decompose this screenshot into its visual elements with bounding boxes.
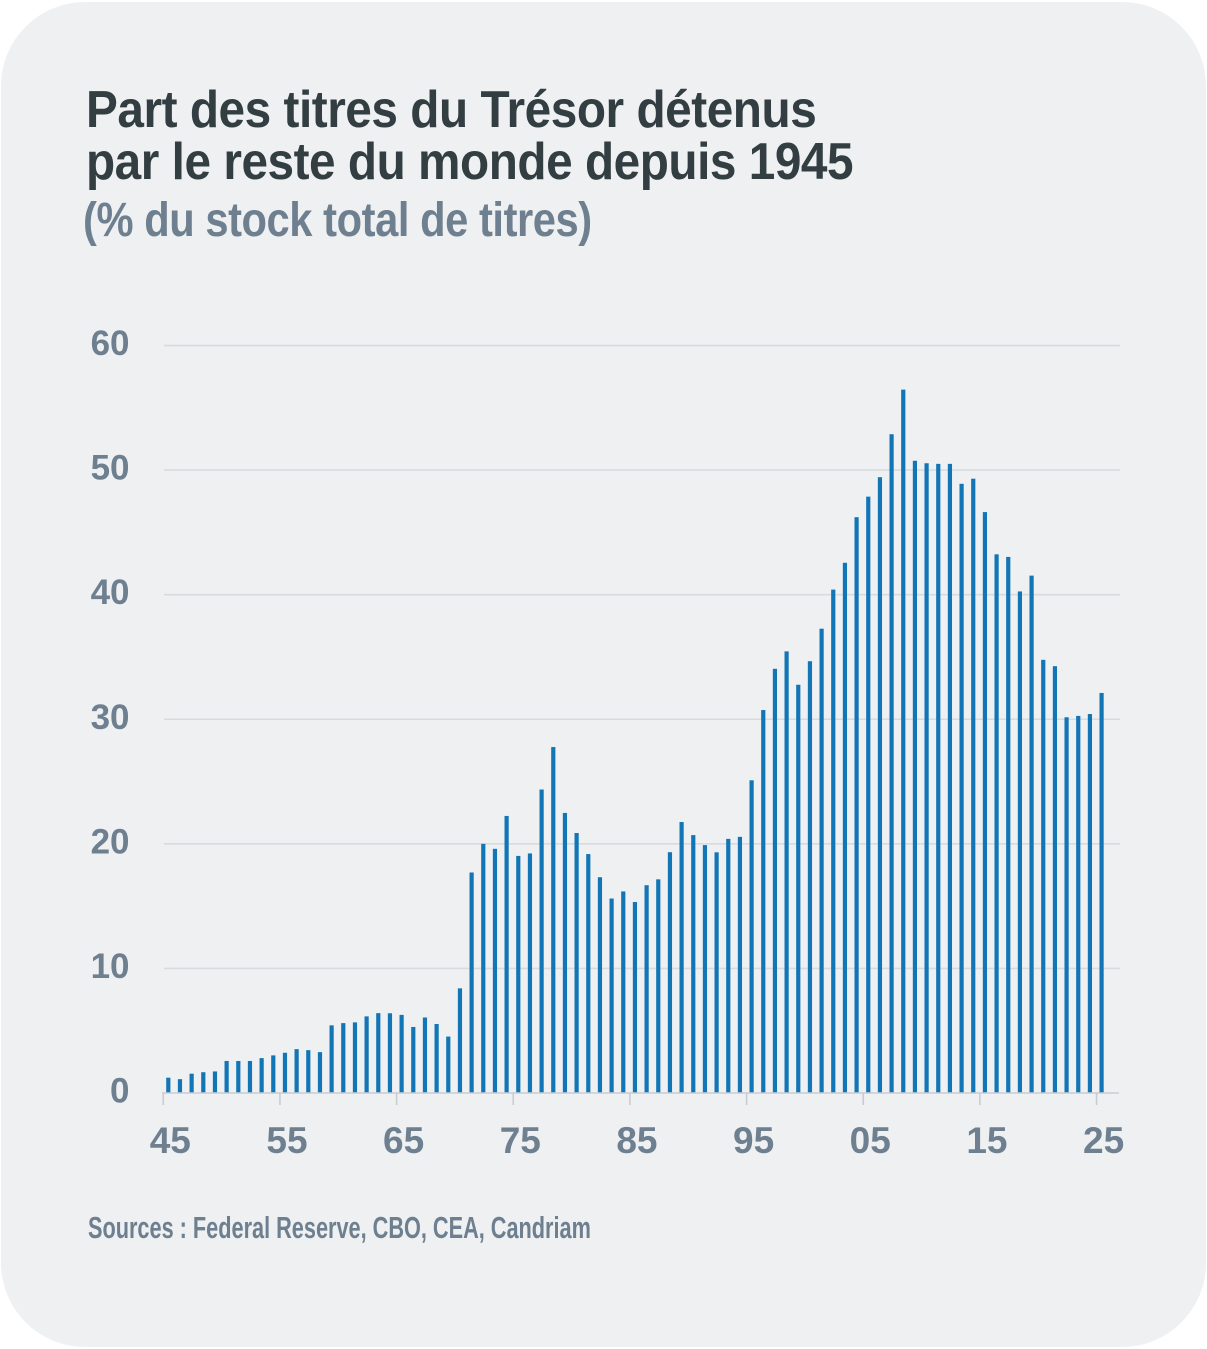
svg-text:30: 30 [91,698,130,737]
svg-text:25: 25 [1083,1120,1124,1161]
svg-text:0: 0 [110,1072,129,1111]
svg-text:45: 45 [150,1120,191,1161]
svg-text:50: 50 [91,449,130,488]
svg-text:65: 65 [383,1120,424,1161]
svg-text:40: 40 [91,573,130,612]
svg-text:05: 05 [850,1120,891,1161]
svg-text:95: 95 [733,1120,774,1161]
svg-text:55: 55 [266,1120,307,1161]
svg-text:75: 75 [500,1120,541,1161]
svg-text:60: 60 [91,324,130,363]
svg-text:20: 20 [91,822,130,861]
svg-text:85: 85 [616,1120,657,1161]
svg-text:10: 10 [91,947,130,986]
svg-text:15: 15 [966,1120,1007,1161]
